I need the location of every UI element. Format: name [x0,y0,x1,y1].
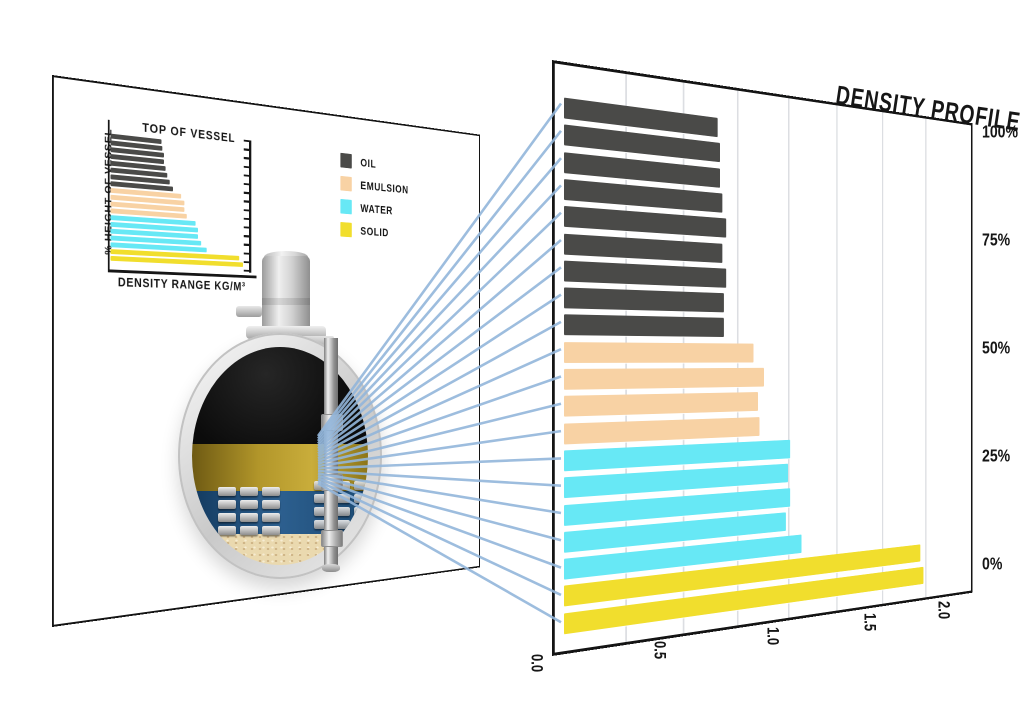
sensor-cell [218,513,236,522]
legend-label: EMULSION [360,178,409,197]
sensor-cell [240,487,258,496]
legend-item-emulsion: EMULSION [340,175,409,197]
sensor-cell [354,507,368,516]
legend-label: WATER [360,201,393,217]
density-profile-plot [552,60,973,656]
emulsion-swatch [340,175,352,192]
motor-band [262,298,310,305]
legend: OIL EMULSION WATER SOLID [340,152,409,250]
y-tick-label: 75% [982,230,1011,250]
sensor-cell [354,481,368,490]
shaft-foot [322,564,340,572]
x-tick-label: 1.5 [860,613,878,632]
bar-oil [563,314,725,338]
water-swatch [340,198,352,215]
x-tick-label: 2.0 [934,601,952,620]
bar-oil [563,233,723,263]
gridline [925,118,927,598]
gridline [836,105,838,611]
shaft-coupling [321,474,343,491]
sensor-cell [240,513,258,522]
sensor-cell [354,520,368,529]
shaft-coupling [321,414,343,431]
sensor-cell [218,526,236,535]
sensor-cell [354,494,368,503]
bar-oil [563,260,727,288]
gridline [881,112,884,604]
x-tick-label: 0.5 [650,641,668,660]
sensor-cell [262,487,280,496]
vessel-illustration [172,246,388,584]
x-tick-label: 1.0 [763,627,781,646]
side-nozzle [236,306,262,317]
solid-swatch [340,221,352,238]
bar-emulsion [563,367,764,390]
y-tick-label: 0% [982,554,1003,574]
y-tick-label: 100% [982,122,1019,142]
sensor-cell [262,526,280,535]
sensor-cell [240,500,258,509]
agitator-motor [262,256,310,328]
sensor-cell [218,487,236,496]
sensor-cell [218,500,236,509]
bar-oil [563,287,725,313]
oil-swatch [340,152,352,169]
bar-emulsion [563,341,754,363]
bar-emulsion [563,392,758,417]
y-tick-label: 25% [982,446,1011,466]
sensor-cell [262,500,280,509]
legend-item-oil: OIL [340,152,408,175]
legend-item-solid: SOLID [340,221,408,241]
sensor-cell [262,513,280,522]
legend-label: SOLID [360,224,389,239]
shaft-coupling [321,530,343,547]
sensor-cell [240,526,258,535]
bar-emulsion [563,416,760,445]
y-tick-label: 50% [982,338,1011,358]
legend-item-water: WATER [340,198,408,219]
sensor-array-left [218,487,280,535]
x-tick-label: 0.0 [527,654,545,673]
legend-label: OIL [360,155,377,171]
